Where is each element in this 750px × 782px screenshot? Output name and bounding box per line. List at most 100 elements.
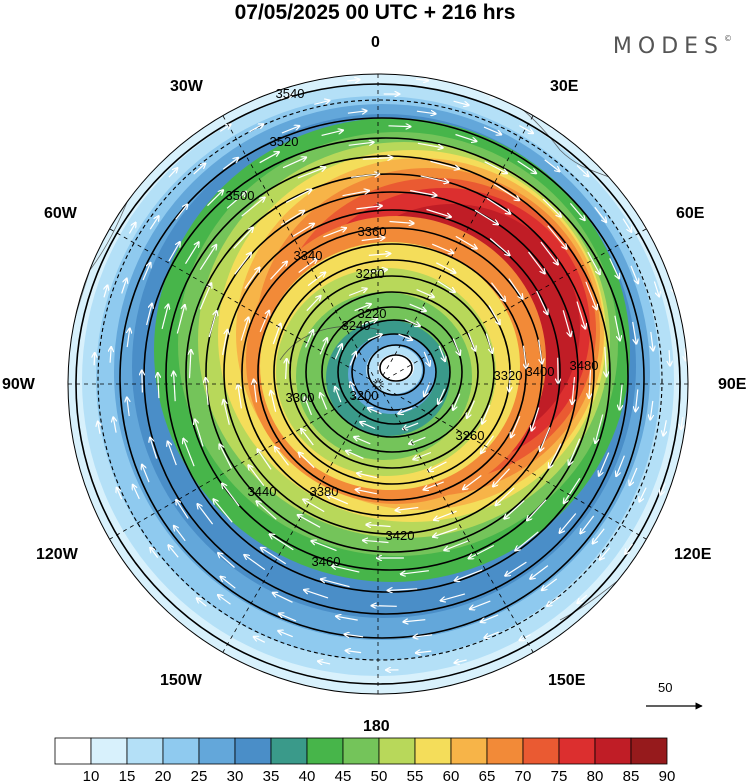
meridian-60w-120e — [109, 228, 647, 540]
wind-vector — [483, 126, 502, 135]
wind-vector — [480, 614, 499, 622]
wind-vector — [540, 241, 558, 265]
wind-vector — [304, 590, 329, 599]
wind-vector — [320, 393, 328, 410]
wind-vector — [669, 350, 670, 366]
wind-vector — [388, 126, 411, 127]
wind-vector — [517, 160, 537, 173]
wind-vector — [455, 235, 477, 248]
wind-vector — [547, 596, 561, 606]
wind-vector — [415, 79, 429, 80]
wind-vector — [142, 370, 143, 393]
wind-vector — [600, 547, 611, 560]
wind-vector — [482, 404, 491, 424]
wind-vector — [311, 541, 337, 552]
wind-vector — [572, 377, 575, 404]
wind-vector — [455, 133, 477, 142]
wind-vector — [576, 165, 589, 177]
wind-vector — [362, 158, 393, 160]
wind-vector — [620, 384, 623, 411]
wind-vector — [559, 513, 577, 534]
wind-vector — [413, 635, 433, 637]
wind-vector — [426, 208, 452, 218]
lon-label-90e: 90E — [718, 376, 747, 393]
colorbar-tick-label: 65 — [479, 768, 496, 782]
colorbar-tick-label: 75 — [551, 768, 568, 782]
wind-vector — [547, 225, 567, 249]
wind-vector — [249, 124, 264, 133]
wind-vector — [485, 333, 492, 354]
wind-vector — [595, 414, 604, 444]
wind-vector — [580, 515, 595, 534]
colorbar-tick-label: 20 — [155, 768, 172, 782]
colorbar-tick-label: 40 — [299, 768, 316, 782]
wind-vector — [321, 130, 344, 136]
wind-vector — [469, 600, 491, 609]
wind-vector — [127, 328, 130, 348]
clabel-3320: 3320 — [494, 368, 523, 383]
wind-vector — [423, 481, 444, 490]
contour-3500 — [119, 117, 645, 639]
wind-vector — [345, 651, 362, 653]
colorbar-box — [414, 737, 452, 765]
wind-vector — [259, 310, 269, 333]
wind-vector — [272, 593, 293, 603]
wind-vector — [150, 437, 158, 459]
wind-vector — [371, 606, 397, 607]
wind-vector — [424, 382, 431, 397]
clabel-3360: 3360 — [358, 224, 387, 239]
colorbar-tick-label: 15 — [119, 768, 136, 782]
wind-vector — [594, 206, 607, 222]
wind-vector — [508, 278, 523, 299]
contour-3280 — [321, 306, 463, 438]
wind-vector — [218, 553, 235, 568]
wind-vector — [368, 254, 391, 256]
wind-vector — [468, 544, 495, 559]
wind-vector — [98, 421, 100, 434]
wind-vector — [175, 204, 188, 220]
wind-vector — [489, 238, 510, 256]
clabel-3220: 3220 — [358, 306, 387, 321]
wind-vector — [275, 447, 289, 466]
lon-label-30e: 30E — [550, 78, 579, 95]
wind-vector — [524, 345, 527, 369]
colorbar-box — [54, 737, 92, 765]
wind-vector — [531, 407, 540, 432]
colorbar-box — [90, 737, 128, 765]
wind-vector — [104, 285, 108, 298]
colorbar-box — [450, 737, 488, 765]
wind-vector — [558, 357, 559, 384]
wind-vector — [197, 504, 214, 525]
copyright-mark: © — [724, 34, 732, 43]
clabel-3340: 3340 — [294, 248, 323, 263]
clabel-3200: 3200 — [350, 388, 379, 403]
meridian-60e-120w — [109, 228, 647, 540]
wind-vector — [331, 566, 360, 573]
wind-vector — [334, 344, 342, 360]
wind-vector — [452, 338, 460, 356]
wind-vector — [238, 384, 242, 409]
contour-3220 — [367, 344, 425, 396]
wind-vector — [493, 468, 510, 487]
wind-vector — [305, 330, 314, 348]
wind-vector — [150, 547, 159, 558]
wind-vector — [389, 222, 415, 224]
wind-vector — [569, 438, 581, 465]
meridian-30e-150w — [222, 115, 534, 653]
wind-vector — [360, 422, 376, 430]
wind-vector — [650, 400, 653, 420]
wind-vector — [354, 304, 372, 312]
map-title: 07/05/2025 00 UTC + 216 hrs — [234, 1, 516, 24]
wind-vector — [158, 373, 159, 399]
wind-vector — [248, 465, 265, 487]
wind-vector — [133, 484, 140, 500]
clabel-3460: 3460 — [312, 554, 341, 569]
wind-vector — [409, 303, 427, 311]
wind-vector — [346, 451, 364, 459]
clabel-3420: 3420 — [386, 528, 415, 543]
wind-vector — [259, 152, 280, 164]
wind-vector — [660, 483, 666, 495]
colorbar-tick-label: 60 — [443, 768, 460, 782]
wind-vector — [357, 473, 377, 479]
wind-vector — [544, 159, 560, 172]
